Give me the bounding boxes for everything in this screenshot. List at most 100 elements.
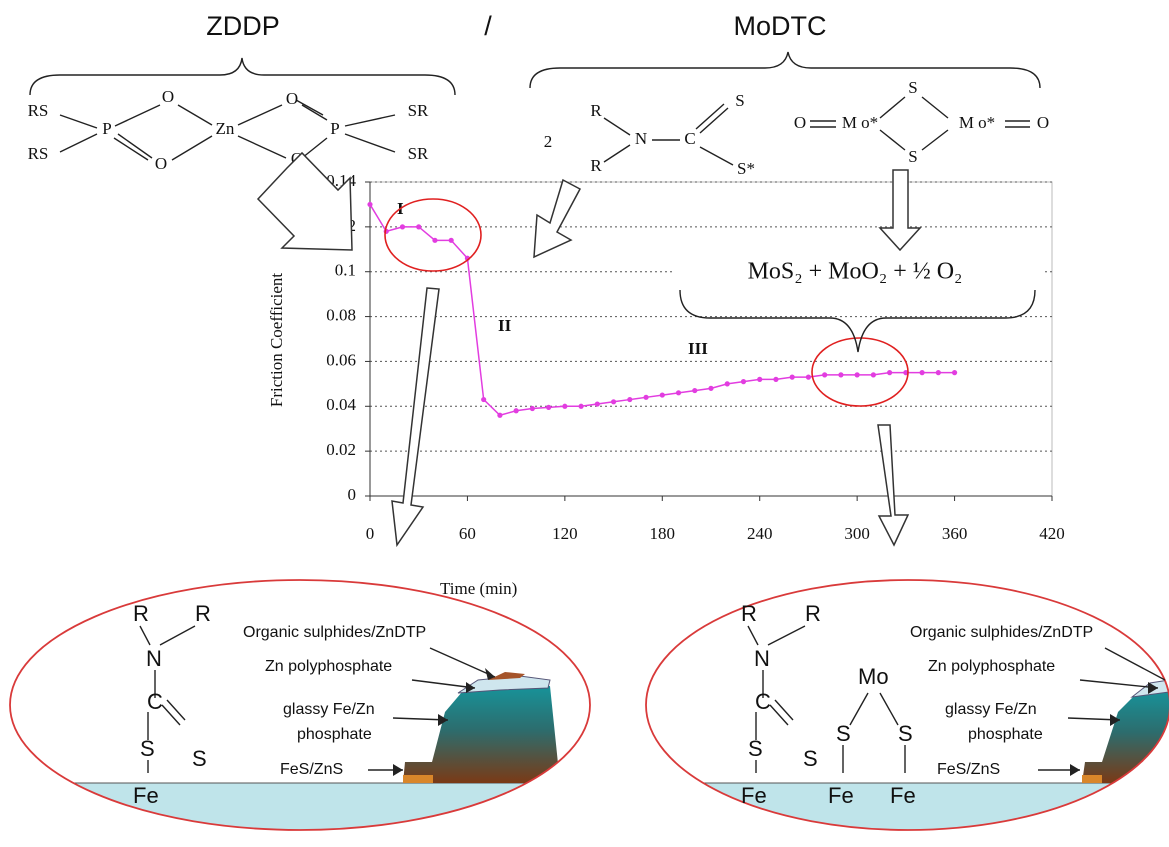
- pointer-lines: [1038, 647, 1166, 771]
- y-axis-label: Friction Coefficient: [267, 273, 286, 408]
- atom: N: [754, 646, 770, 671]
- data-point: [643, 394, 649, 400]
- layer-label: glassy Fe/Zn: [945, 701, 1037, 718]
- layer-label: Organic sulphides/ZnDTP: [243, 624, 426, 641]
- annotation: II: [498, 316, 512, 335]
- data-point: [757, 376, 763, 382]
- chart: Time (min) Friction Coefficient 0 0.02 0.0…: [267, 171, 1065, 598]
- highlight: [384, 198, 482, 272]
- atom: R: [195, 601, 211, 626]
- data-point: [659, 392, 665, 398]
- atom: Mo: [858, 664, 889, 689]
- atom: O: [1037, 113, 1049, 132]
- header-left: ZDDP: [206, 11, 280, 41]
- overlay: MoS₂ + MoO₂ + ½ O₂: [256, 151, 1042, 548]
- layer-label: glassy Fe/Zn: [283, 701, 375, 718]
- x-tick-label: 360: [942, 524, 968, 543]
- x-tick-label: 120: [552, 524, 578, 543]
- data-point: [627, 396, 633, 403]
- data-point: [838, 372, 844, 378]
- atom: Fe: [133, 783, 159, 808]
- phosphate-layer: [1082, 690, 1169, 783]
- inset-frame: [645, 579, 1169, 831]
- inset-frame: [9, 579, 591, 831]
- atom: O: [794, 113, 806, 132]
- sulphide-layer: [488, 672, 525, 680]
- atom: SR: [408, 101, 429, 120]
- fes-layer: [403, 775, 433, 783]
- arrow: [256, 151, 353, 251]
- data-point: [562, 403, 568, 409]
- atom: R: [741, 601, 757, 626]
- layer-label: Organic sulphides/ZnDTP: [910, 624, 1093, 641]
- data-point: [529, 405, 535, 412]
- atom: Fe: [890, 783, 916, 808]
- data-point: [367, 201, 373, 208]
- header-separator: /: [484, 11, 492, 41]
- reaction: MoS₂ + MoO₂ + ½ O₂: [748, 259, 963, 285]
- data-point: [594, 401, 600, 407]
- atom: S*: [737, 159, 755, 178]
- atom: S: [192, 746, 207, 771]
- layer-label: phosphate: [297, 726, 372, 743]
- brace: [529, 51, 1041, 89]
- data-point: [919, 370, 925, 376]
- atom: C: [684, 129, 695, 148]
- bonds: [603, 103, 734, 166]
- atom: SR: [408, 144, 429, 163]
- data-point: [481, 396, 487, 403]
- layer-label: Zn polyphosphate: [928, 658, 1055, 675]
- data-point: [951, 370, 958, 376]
- arrow: [877, 424, 910, 547]
- annotation: III: [688, 339, 708, 358]
- y-tick-label: 0.06: [326, 350, 356, 369]
- header-right: MoDTC: [734, 11, 827, 41]
- atom: S: [735, 91, 744, 110]
- zddp-structure: RS RS P O O Zn O O P SR SR: [28, 87, 429, 173]
- atom: P: [330, 119, 339, 138]
- layer-label: Zn polyphosphate: [265, 658, 392, 675]
- y-tick-label: 0.02: [326, 440, 356, 459]
- atom: S: [803, 746, 818, 771]
- atom: R: [133, 601, 149, 626]
- data-point: [789, 374, 795, 380]
- data-point: [805, 374, 812, 380]
- atom: S: [898, 721, 913, 746]
- x-tick-label: 180: [650, 524, 676, 543]
- atom: M o*: [959, 113, 995, 132]
- data-point: [870, 372, 876, 378]
- data-point: [578, 403, 584, 409]
- atom: S: [836, 721, 851, 746]
- x-tick-label: 420: [1039, 524, 1065, 543]
- y-tick-label: 0.08: [326, 305, 356, 324]
- pointer-heads: [1070, 682, 1158, 776]
- data-point: [416, 224, 422, 230]
- arrow: [533, 178, 582, 259]
- x-tick-label: 300: [844, 524, 870, 543]
- atom: RS: [28, 144, 49, 163]
- pointer-heads: [393, 668, 495, 776]
- atom: O: [286, 89, 298, 108]
- layer-label: FeS/ZnS: [280, 761, 343, 778]
- data-point: [497, 412, 503, 418]
- atom: Fe: [828, 783, 854, 808]
- atom: N: [635, 129, 647, 148]
- layer-label: phosphate: [968, 726, 1043, 743]
- data-point: [822, 372, 828, 378]
- atom: S: [908, 78, 917, 97]
- brace: [29, 57, 456, 96]
- modtc-structure: 2 R R N C S S* O M o* S S M o* O: [544, 78, 1049, 178]
- atom: M o*: [842, 113, 878, 132]
- x-tick-label: 60: [459, 524, 476, 543]
- fes-layer: [1082, 775, 1102, 783]
- data-point: [399, 224, 406, 230]
- data-point: [887, 370, 893, 376]
- x-tick-label: 240: [747, 524, 773, 543]
- atom: C: [147, 689, 163, 714]
- data-point: [740, 379, 747, 385]
- phosphate-layer: [403, 686, 560, 783]
- polyphosphate-layer: [457, 675, 551, 694]
- y-tick-label: 0: [348, 485, 357, 504]
- atom: Zn: [216, 119, 235, 138]
